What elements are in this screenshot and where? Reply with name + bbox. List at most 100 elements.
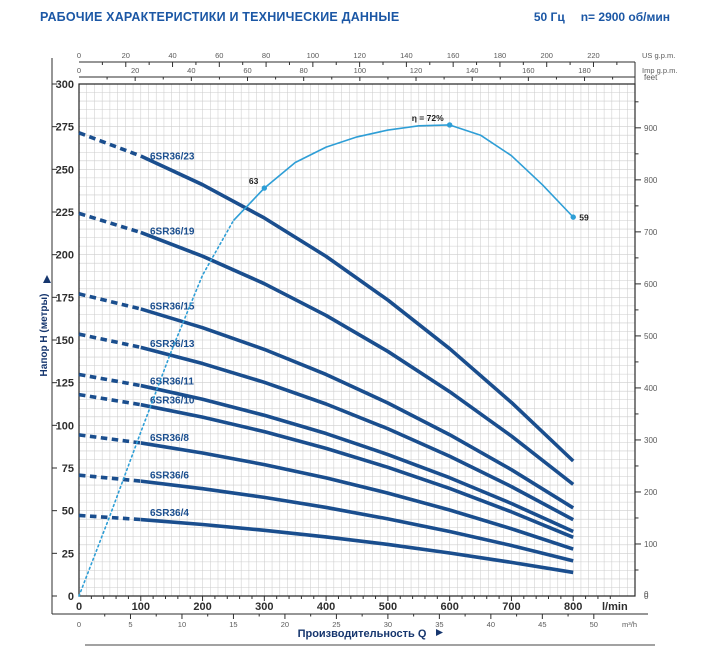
us-tick-label: 0: [77, 51, 81, 60]
lmin-tick-label: 500: [379, 601, 397, 613]
frequency-label: 50 Гц: [533, 10, 565, 24]
imp-tick-label: 0: [77, 66, 81, 75]
lmin-tick-label: 700: [502, 601, 520, 613]
x-axis-m3h: 0 5 10 15 20 25 30 35 40 45 50 m³/h: [52, 613, 648, 629]
x-axis-lmin: 0 100 200 300 400 500 600 700 800 l/min: [76, 596, 628, 613]
curve-label-6SR36-13: 6SR36/13: [150, 339, 195, 350]
us-tick-label: 180: [494, 51, 507, 60]
y-tick-label: 175: [56, 292, 74, 304]
imp-tick-label: 80: [300, 66, 308, 75]
y-tick-label: 300: [56, 79, 74, 91]
m3h-tick-label: 40: [487, 620, 495, 629]
lmin-tick-label: 300: [255, 601, 273, 613]
y-tick-label: 225: [56, 207, 74, 219]
curve-6SR36-11: [140, 383, 574, 534]
efficiency-marker: [261, 185, 268, 191]
curve-6SR36-13: [140, 345, 575, 522]
header-conditions: 50 Гц n= 2900 об/мин: [534, 10, 670, 24]
feet-tick-label: 100: [644, 540, 658, 549]
efficiency-solid: [232, 124, 574, 222]
us-tick-label: 20: [122, 51, 130, 60]
x-axis-imp-gpm: 0 20 40 60 80 100 120 140 160 180 Imp g.p.m.: [77, 66, 677, 81]
y-tick-label: 100: [56, 420, 74, 432]
curve-6SR36-8: [140, 441, 574, 551]
m3h-tick-label: 45: [538, 620, 546, 629]
imp-tick-label: 180: [578, 66, 591, 75]
feet-unit-label: feet: [644, 73, 658, 82]
y-tick-label: 0: [68, 591, 74, 603]
imp-tick-label: 160: [522, 66, 535, 75]
efficiency-dotted: [78, 219, 235, 597]
curve-6SR36-4: [140, 517, 574, 575]
curve-label-6SR36-23: 6SR36/23: [150, 152, 195, 163]
curve-label-6SR36-6: 6SR36/6: [150, 470, 189, 481]
y-tick-label: 75: [62, 463, 74, 475]
lmin-tick-label: 200: [193, 601, 211, 613]
y-tick-label: 275: [56, 122, 74, 134]
m3h-tick-label: 30: [384, 620, 392, 629]
page-title: РАБОЧИЕ ХАРАКТЕРИСТИКИ И ТЕХНИЧЕСКИЕ ДАН…: [40, 10, 400, 24]
y-tick-label: 50: [62, 506, 74, 518]
up-arrow-icon: [43, 275, 51, 283]
imp-tick-label: 20: [131, 66, 139, 75]
lmin-tick-label: 600: [440, 601, 458, 613]
efficiency-marker: [570, 214, 576, 220]
m3h-tick-label: 25: [332, 620, 340, 629]
lmin-tick-label: 400: [317, 601, 335, 613]
imp-tick-label: 100: [354, 66, 367, 75]
feet-tick-label: 400: [644, 384, 658, 393]
m3h-unit-label: m³/h: [622, 620, 637, 629]
speed-label: n= 2900 об/мин: [580, 10, 670, 24]
efficiency-marker: [446, 122, 453, 128]
us-tick-label: 120: [353, 51, 366, 60]
us-tick-label: 200: [540, 51, 553, 60]
us-tick-label: 60: [215, 51, 223, 60]
y-tick-label: 150: [56, 335, 74, 347]
curve-label-6SR36-8: 6SR36/8: [150, 433, 189, 444]
curve-label-6SR36-10: 6SR36/10: [150, 395, 195, 406]
imp-tick-label: 40: [187, 66, 195, 75]
lmin-tick-label: 0: [76, 601, 82, 613]
m3h-tick-label: 35: [435, 620, 443, 629]
feet-tick-label: 300: [644, 436, 658, 445]
curve-6SR36-10: [140, 402, 574, 539]
feet-tick-label: 0: [644, 590, 649, 599]
curve-label-6SR36-4: 6SR36/4: [150, 508, 189, 519]
m3h-tick-label: 10: [178, 620, 186, 629]
curve-6SR36-23: [140, 154, 575, 463]
imp-tick-label: 60: [243, 66, 251, 75]
us-tick-label: 160: [447, 51, 460, 60]
us-unit-label: US g.p.m.: [642, 51, 675, 60]
pump-curves: [78, 131, 575, 575]
efficiency-marker-label: 63: [249, 176, 259, 186]
m3h-tick-label: 50: [590, 620, 598, 629]
us-tick-label: 40: [168, 51, 176, 60]
curve-6SR36-6: [140, 479, 574, 563]
lmin-tick-label: 100: [132, 601, 150, 613]
imp-unit-label: Imp g.p.m.: [642, 66, 677, 75]
x-axis-title: Производительность Q: [298, 628, 427, 640]
feet-tick-label: 200: [644, 488, 658, 497]
feet-tick-label: 0: [644, 592, 649, 601]
lmin-unit-label: l/min: [602, 601, 628, 613]
m3h-tick-label: 20: [281, 620, 289, 629]
imp-tick-label: 140: [466, 66, 479, 75]
feet-tick-label: 700: [644, 228, 658, 237]
curve-label-6SR36-11: 6SR36/11: [150, 377, 194, 388]
m3h-tick-label: 0: [77, 620, 81, 629]
page-header: РАБОЧИЕ ХАРАКТЕРИСТИКИ И ТЕХНИЧЕСКИЕ ДАН…: [40, 10, 670, 24]
y-tick-label: 200: [56, 250, 74, 262]
efficiency-curve: [78, 124, 574, 597]
us-tick-label: 220: [587, 51, 600, 60]
curve-6SR36-19: [140, 230, 575, 486]
right-arrow-icon: [436, 629, 443, 636]
x-axis-us-gpm: 0 20 40 60 80 100 120 140 160 180 200 220 US g.p.m.: [77, 51, 675, 67]
us-tick-label: 100: [307, 51, 320, 60]
y-axis-title: Напор H (метры): [39, 294, 50, 377]
m3h-tick-label: 15: [229, 620, 237, 629]
y-tick-label: 125: [56, 378, 74, 390]
curve-6SR36-15: [140, 307, 575, 510]
y-tick-label: 25: [62, 548, 74, 560]
